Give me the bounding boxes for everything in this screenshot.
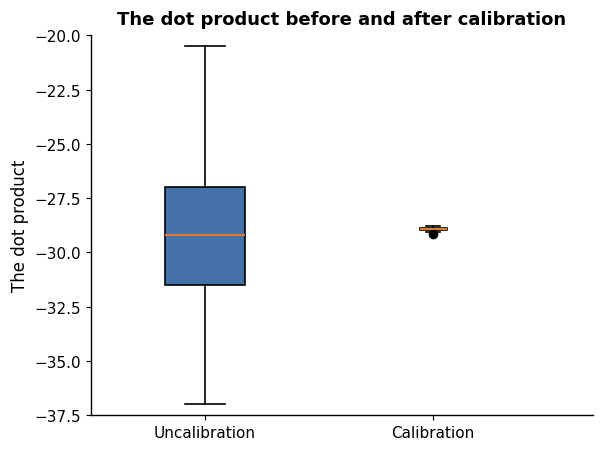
Title: The dot product before and after calibration: The dot product before and after calibra… (117, 11, 567, 29)
PathPatch shape (420, 228, 447, 230)
Y-axis label: The dot product: The dot product (11, 160, 29, 292)
PathPatch shape (165, 188, 245, 285)
